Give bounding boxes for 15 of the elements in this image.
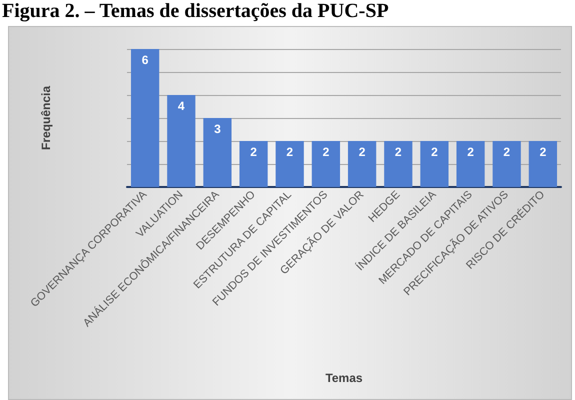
data-label: 2 [431,145,438,159]
data-label: 2 [322,145,330,159]
data-label: 2 [467,145,474,159]
x-axis-title: Temas [325,371,363,385]
data-label: 2 [358,145,366,159]
data-label: 3 [214,122,222,136]
data-label: 4 [178,99,185,113]
data-label: 2 [394,145,402,159]
y-axis-title: Frequência [39,86,53,150]
data-label: 2 [250,145,258,159]
data-label: 6 [142,53,149,67]
data-label: 2 [540,145,547,159]
data-label: 2 [503,145,510,159]
data-label: 2 [286,145,294,159]
chart-title: Figura 2. – Temas de dissertações da PUC-SP [1,0,390,23]
